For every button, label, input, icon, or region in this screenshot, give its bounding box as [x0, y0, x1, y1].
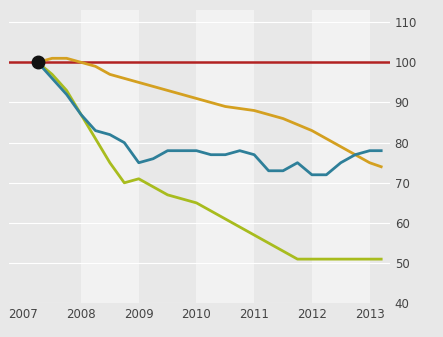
Bar: [81, 10, 139, 303]
Bar: [9, 10, 81, 303]
Bar: [139, 10, 196, 303]
Bar: [369, 10, 390, 303]
Bar: [312, 10, 369, 303]
Bar: [254, 10, 312, 303]
Bar: [196, 10, 254, 303]
